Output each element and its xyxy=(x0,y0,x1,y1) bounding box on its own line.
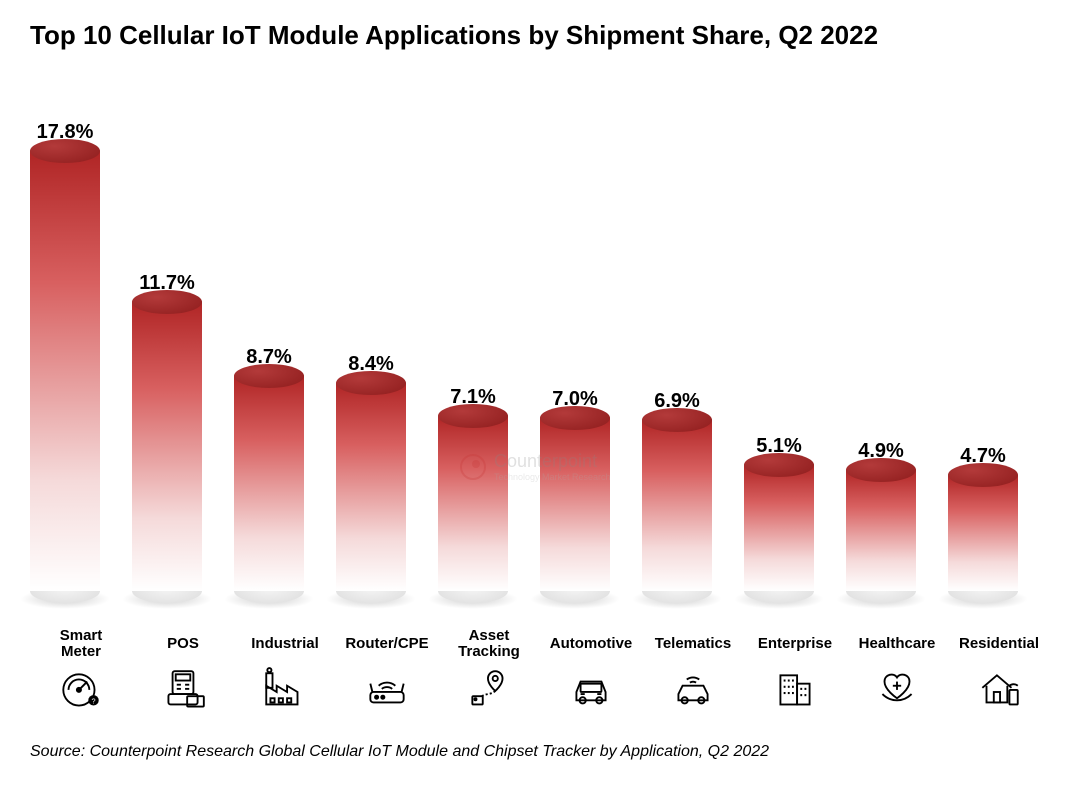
category-label: POS xyxy=(167,626,199,662)
car-icon xyxy=(566,668,616,708)
pos-icon xyxy=(158,668,208,708)
chart-title: Top 10 Cellular IoT Module Applications … xyxy=(30,20,1050,51)
bar-cylinder: 7.1% xyxy=(438,416,508,592)
telematics-icon xyxy=(668,668,718,708)
factory-icon xyxy=(260,668,310,708)
category-label: SmartMeter xyxy=(60,626,103,662)
category-cell: Enterprise xyxy=(744,626,846,708)
category-labels-row: SmartMeter? POS Industrial Router/CPE AssetT… xyxy=(30,626,1050,708)
bar-cylinder: 7.0% xyxy=(540,418,610,591)
category-label: Router/CPE xyxy=(345,626,428,662)
bar-cylinder: 5.1% xyxy=(744,465,814,591)
category-cell: Residential xyxy=(948,626,1050,708)
source-citation: Source: Counterpoint Research Global Cel… xyxy=(30,743,1050,761)
healthcare-icon xyxy=(872,668,922,708)
category-cell: Healthcare xyxy=(846,626,948,708)
category-label: Automotive xyxy=(550,626,633,662)
category-cell: Industrial xyxy=(234,626,336,708)
category-cell: AssetTracking xyxy=(438,626,540,708)
house-icon xyxy=(974,668,1024,708)
category-label: Telematics xyxy=(655,626,731,662)
bar-cylinder: 4.7% xyxy=(948,475,1018,591)
category-label: Residential xyxy=(959,626,1039,662)
category-label: Industrial xyxy=(251,626,319,662)
category-label: Enterprise xyxy=(758,626,832,662)
bar-cylinder: 4.9% xyxy=(846,470,916,591)
chart-area: Counterpoint Technology Market Research … xyxy=(30,91,1050,591)
bar-cylinder: 8.7% xyxy=(234,376,304,591)
building-icon xyxy=(770,668,820,708)
bar-cylinder: 8.4% xyxy=(336,383,406,591)
category-label: Healthcare xyxy=(859,626,936,662)
router-icon xyxy=(362,668,412,708)
category-cell: Automotive xyxy=(540,626,642,708)
bar-cylinder: 17.8% xyxy=(30,151,100,591)
category-cell: Telematics xyxy=(642,626,744,708)
meter-icon: ? xyxy=(56,668,106,708)
category-cell: POS xyxy=(132,626,234,708)
bar-cylinder: 11.7% xyxy=(132,302,202,591)
bar-cylinder: 6.9% xyxy=(642,420,712,591)
category-label: AssetTracking xyxy=(458,626,520,662)
category-cell: SmartMeter? xyxy=(30,626,132,708)
svg-text:?: ? xyxy=(91,697,95,706)
category-cell: Router/CPE xyxy=(336,626,438,708)
tracking-icon xyxy=(464,668,514,708)
